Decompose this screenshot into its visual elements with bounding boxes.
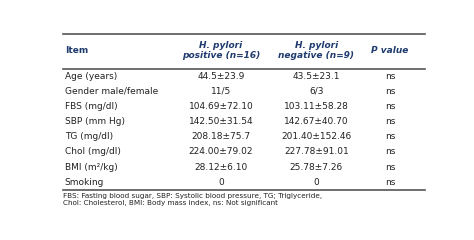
Text: ns: ns bbox=[385, 87, 395, 96]
Text: ns: ns bbox=[385, 147, 395, 156]
Text: 28.12±6.10: 28.12±6.10 bbox=[194, 162, 247, 172]
Text: 11/5: 11/5 bbox=[211, 87, 231, 96]
Text: ns: ns bbox=[385, 72, 395, 81]
Text: 25.78±7.26: 25.78±7.26 bbox=[290, 162, 343, 172]
Text: 208.18±75.7: 208.18±75.7 bbox=[191, 132, 250, 141]
Text: FBS (mg/dl): FBS (mg/dl) bbox=[65, 102, 118, 111]
Text: FBS: Fasting blood sugar, SBP: Systolic blood pressure, TG; Triglyceride,
Chol: : FBS: Fasting blood sugar, SBP: Systolic … bbox=[63, 192, 322, 205]
Text: ns: ns bbox=[385, 162, 395, 172]
Text: Gender male/female: Gender male/female bbox=[65, 87, 158, 96]
Text: 201.40±152.46: 201.40±152.46 bbox=[281, 132, 352, 141]
Text: Age (years): Age (years) bbox=[65, 72, 117, 81]
Text: P value: P value bbox=[371, 46, 409, 55]
Text: Chol (mg/dl): Chol (mg/dl) bbox=[65, 147, 121, 156]
Text: 0: 0 bbox=[218, 178, 224, 187]
Text: 0: 0 bbox=[313, 178, 319, 187]
Text: 224.00±79.02: 224.00±79.02 bbox=[189, 147, 253, 156]
Text: 103.11±58.28: 103.11±58.28 bbox=[284, 102, 349, 111]
Text: 142.50±31.54: 142.50±31.54 bbox=[189, 117, 253, 126]
Text: H. pylori
negative (n=9): H. pylori negative (n=9) bbox=[278, 41, 355, 60]
Text: TG (mg/dl): TG (mg/dl) bbox=[65, 132, 113, 141]
Text: ns: ns bbox=[385, 117, 395, 126]
Text: Smoking: Smoking bbox=[65, 178, 104, 187]
Text: 227.78±91.01: 227.78±91.01 bbox=[284, 147, 349, 156]
Text: 6/3: 6/3 bbox=[309, 87, 324, 96]
Text: ns: ns bbox=[385, 102, 395, 111]
Text: Item: Item bbox=[65, 46, 88, 55]
Text: 43.5±23.1: 43.5±23.1 bbox=[292, 72, 340, 81]
Text: 44.5±23.9: 44.5±23.9 bbox=[197, 72, 245, 81]
Text: ns: ns bbox=[385, 132, 395, 141]
Text: BMI (m²/kg): BMI (m²/kg) bbox=[65, 162, 118, 172]
Text: 104.69±72.10: 104.69±72.10 bbox=[189, 102, 253, 111]
Text: H. pylori
positive (n=16): H. pylori positive (n=16) bbox=[182, 41, 260, 60]
Text: ns: ns bbox=[385, 178, 395, 187]
Text: SBP (mm Hg): SBP (mm Hg) bbox=[65, 117, 125, 126]
Text: 142.67±40.70: 142.67±40.70 bbox=[284, 117, 349, 126]
